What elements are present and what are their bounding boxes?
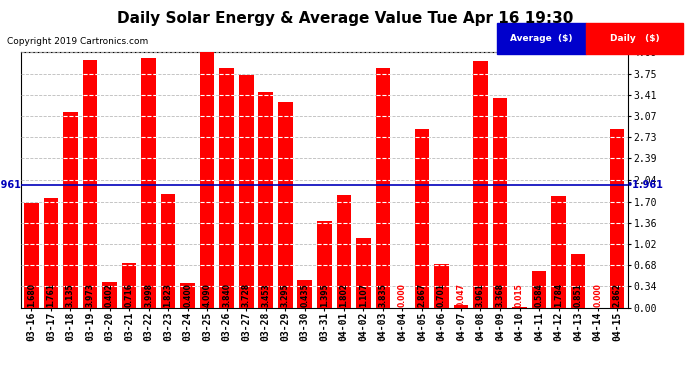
Text: Daily Solar Energy & Average Value Tue Apr 16 19:30: Daily Solar Energy & Average Value Tue A…: [117, 11, 573, 26]
Bar: [83, 60, 97, 308]
Text: 1.761: 1.761: [46, 283, 55, 307]
Text: 0.851: 0.851: [573, 283, 582, 307]
Text: 0.402: 0.402: [105, 283, 114, 307]
Text: 0.400: 0.400: [183, 283, 192, 307]
Bar: [453, 304, 469, 307]
Bar: [512, 307, 527, 308]
Text: Daily   ($): Daily ($): [610, 34, 660, 43]
Bar: [434, 264, 448, 308]
Text: 3.973: 3.973: [86, 283, 95, 307]
Bar: [278, 102, 293, 308]
Text: Average  ($): Average ($): [511, 34, 573, 43]
Text: 1.395: 1.395: [319, 283, 329, 307]
Bar: [356, 238, 371, 308]
Text: 1.802: 1.802: [339, 283, 348, 307]
Bar: [337, 195, 351, 308]
Text: 0.701: 0.701: [437, 283, 446, 307]
Bar: [586, 22, 683, 54]
Bar: [161, 194, 175, 308]
Text: Copyright 2019 Cartronics.com: Copyright 2019 Cartronics.com: [7, 38, 148, 46]
Bar: [200, 53, 215, 308]
Text: 1.823: 1.823: [164, 283, 172, 307]
Text: •1.961: •1.961: [0, 180, 21, 190]
Bar: [63, 112, 78, 308]
Bar: [497, 22, 586, 54]
Text: 3.135: 3.135: [66, 283, 75, 307]
Text: 0.015: 0.015: [515, 283, 524, 307]
Text: 2.867: 2.867: [417, 283, 426, 307]
Text: •1.961: •1.961: [627, 180, 664, 190]
Bar: [239, 75, 253, 307]
Bar: [121, 263, 137, 308]
Bar: [102, 282, 117, 308]
Bar: [259, 92, 273, 308]
Text: 1.107: 1.107: [359, 283, 368, 307]
Bar: [493, 98, 507, 308]
Bar: [219, 68, 234, 308]
Bar: [375, 68, 390, 308]
Text: 3.961: 3.961: [476, 283, 485, 307]
Bar: [43, 198, 58, 308]
Text: 1.784: 1.784: [554, 283, 563, 307]
Text: 2.862: 2.862: [613, 283, 622, 307]
Text: 3.840: 3.840: [222, 283, 231, 307]
Bar: [415, 129, 429, 308]
Text: 3.295: 3.295: [281, 283, 290, 307]
Bar: [141, 58, 156, 308]
Text: 0.584: 0.584: [535, 283, 544, 307]
Bar: [610, 129, 624, 308]
Bar: [24, 203, 39, 308]
Text: 3.453: 3.453: [262, 283, 270, 307]
Text: 0.000: 0.000: [398, 283, 407, 307]
Bar: [571, 255, 585, 308]
Bar: [473, 60, 488, 308]
Bar: [532, 271, 546, 308]
Bar: [297, 280, 312, 308]
Text: 1.680: 1.680: [27, 283, 36, 307]
Text: 3.368: 3.368: [495, 283, 504, 307]
Text: 3.835: 3.835: [378, 283, 387, 307]
Bar: [317, 220, 332, 308]
Text: 0.716: 0.716: [125, 283, 134, 307]
Bar: [180, 282, 195, 308]
Text: 3.998: 3.998: [144, 283, 153, 307]
Text: 0.000: 0.000: [593, 283, 602, 307]
Text: 4.090: 4.090: [203, 283, 212, 307]
Text: 3.728: 3.728: [241, 283, 250, 307]
Text: 0.047: 0.047: [457, 283, 466, 307]
Bar: [551, 196, 566, 308]
Text: 0.435: 0.435: [300, 283, 309, 307]
